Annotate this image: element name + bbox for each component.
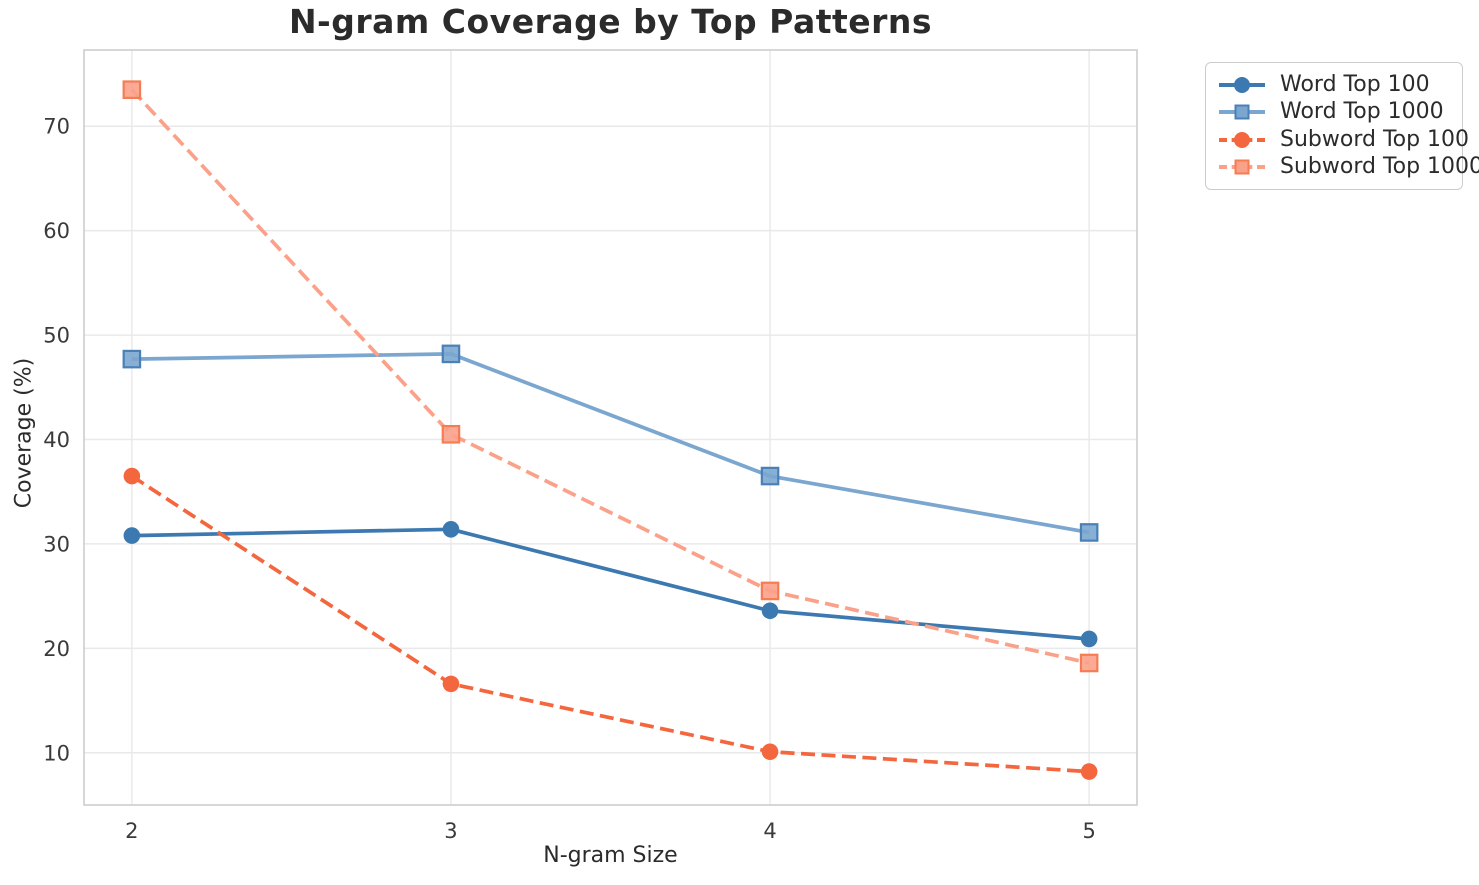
x-tick-label: 4 (763, 819, 776, 843)
series-line-subword-top-100 (130, 474, 1090, 774)
y-tick-label: 70 (43, 115, 70, 139)
legend-item-subword-top-100: Subword Top 100 (1219, 128, 1469, 151)
y-axis-label: Coverage (%) (11, 357, 37, 509)
legend: Word Top 100 Word Top 1000 Subword Top 100… (1205, 62, 1479, 190)
series-line-word-top-1000 (131, 352, 1090, 535)
marker-word-top-100 (123, 527, 141, 544)
y-tick-label: 20 (43, 637, 70, 661)
square-marker-icon (1234, 159, 1250, 175)
legend-sample-word-top-1000 (1219, 102, 1265, 122)
marker-subword-top-1000 (760, 581, 780, 601)
legend-item-word-top-100: Word Top 100 (1219, 71, 1450, 97)
legend-sample-subword-top-1000 (1219, 157, 1265, 177)
marker-subword-top-100 (761, 743, 779, 761)
y-tick-label: 50 (43, 324, 70, 348)
marker-word-top-100 (761, 602, 779, 620)
marker-word-top-1000 (760, 466, 780, 486)
legend-label: Word Top 100 (1280, 71, 1430, 97)
marker-word-top-1000 (1079, 523, 1099, 542)
legend-label: Subword Top 100 (1280, 126, 1470, 152)
marker-word-top-100 (442, 521, 460, 538)
chart-title: N-gram Coverage by Top Patterns (288, 2, 933, 41)
marker-subword-top-100 (442, 675, 460, 693)
series-line-word-top-100 (131, 527, 1090, 641)
legend-item-subword-top-1000: Subword Top 1000 (1219, 156, 1479, 178)
legend-sample-subword-top-100 (1219, 130, 1265, 150)
marker-subword-top-1000 (441, 424, 461, 444)
marker-subword-top-100 (123, 467, 141, 485)
marker-subword-top-1000 (122, 80, 142, 99)
y-tick-label: 10 (43, 741, 70, 765)
legend-label: Word Top 1000 (1280, 99, 1444, 125)
legend-label: Subword Top 1000 (1280, 154, 1479, 180)
marker-subword-top-100 (1080, 763, 1098, 780)
plot-border (83, 49, 1138, 806)
marker-word-top-1000 (441, 344, 461, 364)
legend-sample-word-top-100 (1219, 75, 1265, 95)
legend-item-word-top-1000: Word Top 1000 (1219, 101, 1450, 123)
y-tick-label: 60 (43, 219, 70, 243)
x-tick-label: 2 (125, 819, 138, 843)
marker-word-top-1000 (122, 349, 142, 369)
marker-subword-top-1000 (1079, 653, 1099, 673)
x-axis-label: N-gram Size (543, 843, 678, 868)
x-tick-label: 3 (444, 819, 457, 843)
x-tick-label: 5 (1082, 819, 1095, 843)
y-tick-label: 30 (43, 532, 70, 556)
marker-word-top-100 (1080, 630, 1098, 648)
square-marker-icon (1234, 104, 1250, 120)
circle-marker-icon (1234, 76, 1250, 93)
circle-marker-icon (1234, 131, 1250, 148)
series-line-subword-top-1000 (130, 88, 1090, 665)
y-tick-label: 40 (43, 428, 70, 452)
